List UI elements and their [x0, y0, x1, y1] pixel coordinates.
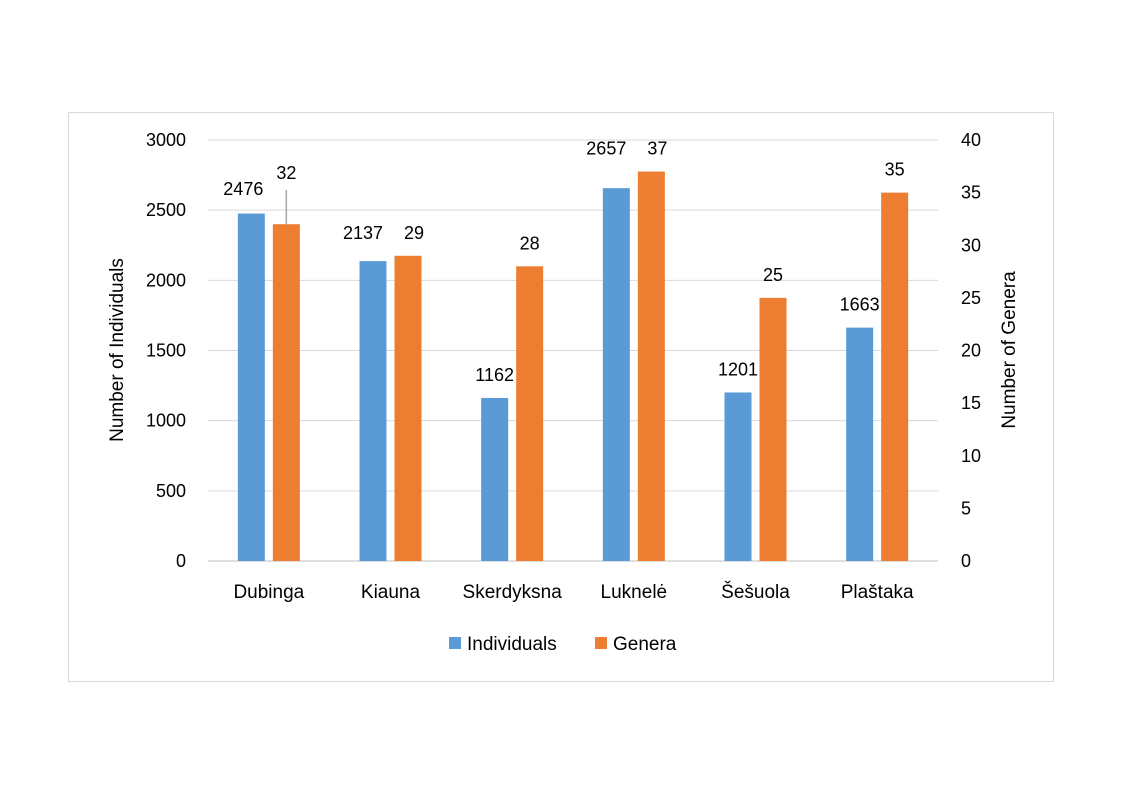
left-tick-label: 2500 [146, 200, 186, 220]
category-label: Šešuola [721, 581, 790, 603]
left-tick-label: 3000 [146, 130, 186, 150]
right-tick-label: 0 [961, 551, 971, 571]
bar-genera [394, 255, 422, 561]
bar-genera [272, 224, 300, 561]
legend: Individuals Genera [449, 634, 677, 655]
right-tick-label: 30 [961, 235, 981, 255]
data-label-individuals: 2137 [343, 223, 383, 243]
bar-genera [516, 266, 544, 561]
category-label: Skerdyksna [463, 582, 563, 603]
chart-area [68, 112, 1054, 682]
legend-label-genera: Genera [613, 634, 677, 655]
left-tick-label: 1000 [146, 411, 186, 431]
right-tick-label: 10 [961, 446, 981, 466]
right-axis-ticks: 0 5 10 15 20 25 30 35 40 [961, 130, 981, 571]
data-label-individuals: 1663 [840, 295, 880, 315]
category-label: Kiauna [361, 582, 421, 603]
data-label-genera: 32 [276, 163, 296, 183]
data-label-genera: 28 [520, 233, 540, 253]
right-tick-label: 35 [961, 183, 981, 203]
category-label: Dubinga [233, 582, 304, 603]
data-labels: 2476 32 2137 29 1162 28 2657 37 1201 25 1663 35 [223, 139, 904, 385]
left-tick-label: 0 [176, 551, 186, 571]
left-tick-label: 2000 [146, 270, 186, 290]
gridlines [208, 139, 938, 562]
bar-individuals [724, 392, 752, 561]
data-label-individuals: 2476 [223, 179, 263, 199]
bar-genera [881, 192, 909, 561]
bar-individuals [481, 397, 509, 561]
bar-individuals [359, 261, 387, 561]
right-tick-label: 25 [961, 288, 981, 308]
left-axis-title: Number of Individuals [107, 258, 128, 442]
category-label: Plaštaka [841, 582, 914, 603]
bars [237, 171, 909, 561]
data-label-genera: 35 [885, 160, 905, 180]
bar-genera [759, 297, 787, 561]
data-label-individuals: 1201 [718, 359, 758, 379]
right-tick-label: 40 [961, 130, 981, 150]
data-label-individuals: 2657 [586, 139, 626, 159]
left-tick-label: 500 [156, 481, 186, 501]
data-label-genera: 37 [647, 139, 667, 159]
category-axis-labels: Dubinga Kiauna Skerdyksna Luknelė Šešuola Pla… [233, 581, 914, 603]
bar-individuals [237, 213, 265, 561]
right-tick-label: 5 [961, 498, 971, 518]
left-axis-ticks: 0 500 1000 1500 2000 2500 3000 [146, 130, 186, 571]
legend-label-individuals: Individuals [467, 634, 557, 655]
bar-individuals [846, 327, 874, 561]
legend-swatch-individuals [449, 637, 461, 649]
right-tick-label: 15 [961, 393, 981, 413]
category-label: Luknelė [601, 582, 668, 603]
bar-genera [637, 171, 665, 561]
data-label-genera: 25 [763, 265, 783, 285]
data-label-individuals: 1162 [475, 365, 514, 385]
right-tick-label: 20 [961, 341, 981, 361]
legend-swatch-genera [595, 637, 607, 649]
right-axis-title: Number of Genera [999, 271, 1020, 429]
data-label-genera: 29 [404, 223, 424, 243]
left-tick-label: 1500 [146, 341, 186, 361]
bar-individuals [602, 188, 630, 561]
